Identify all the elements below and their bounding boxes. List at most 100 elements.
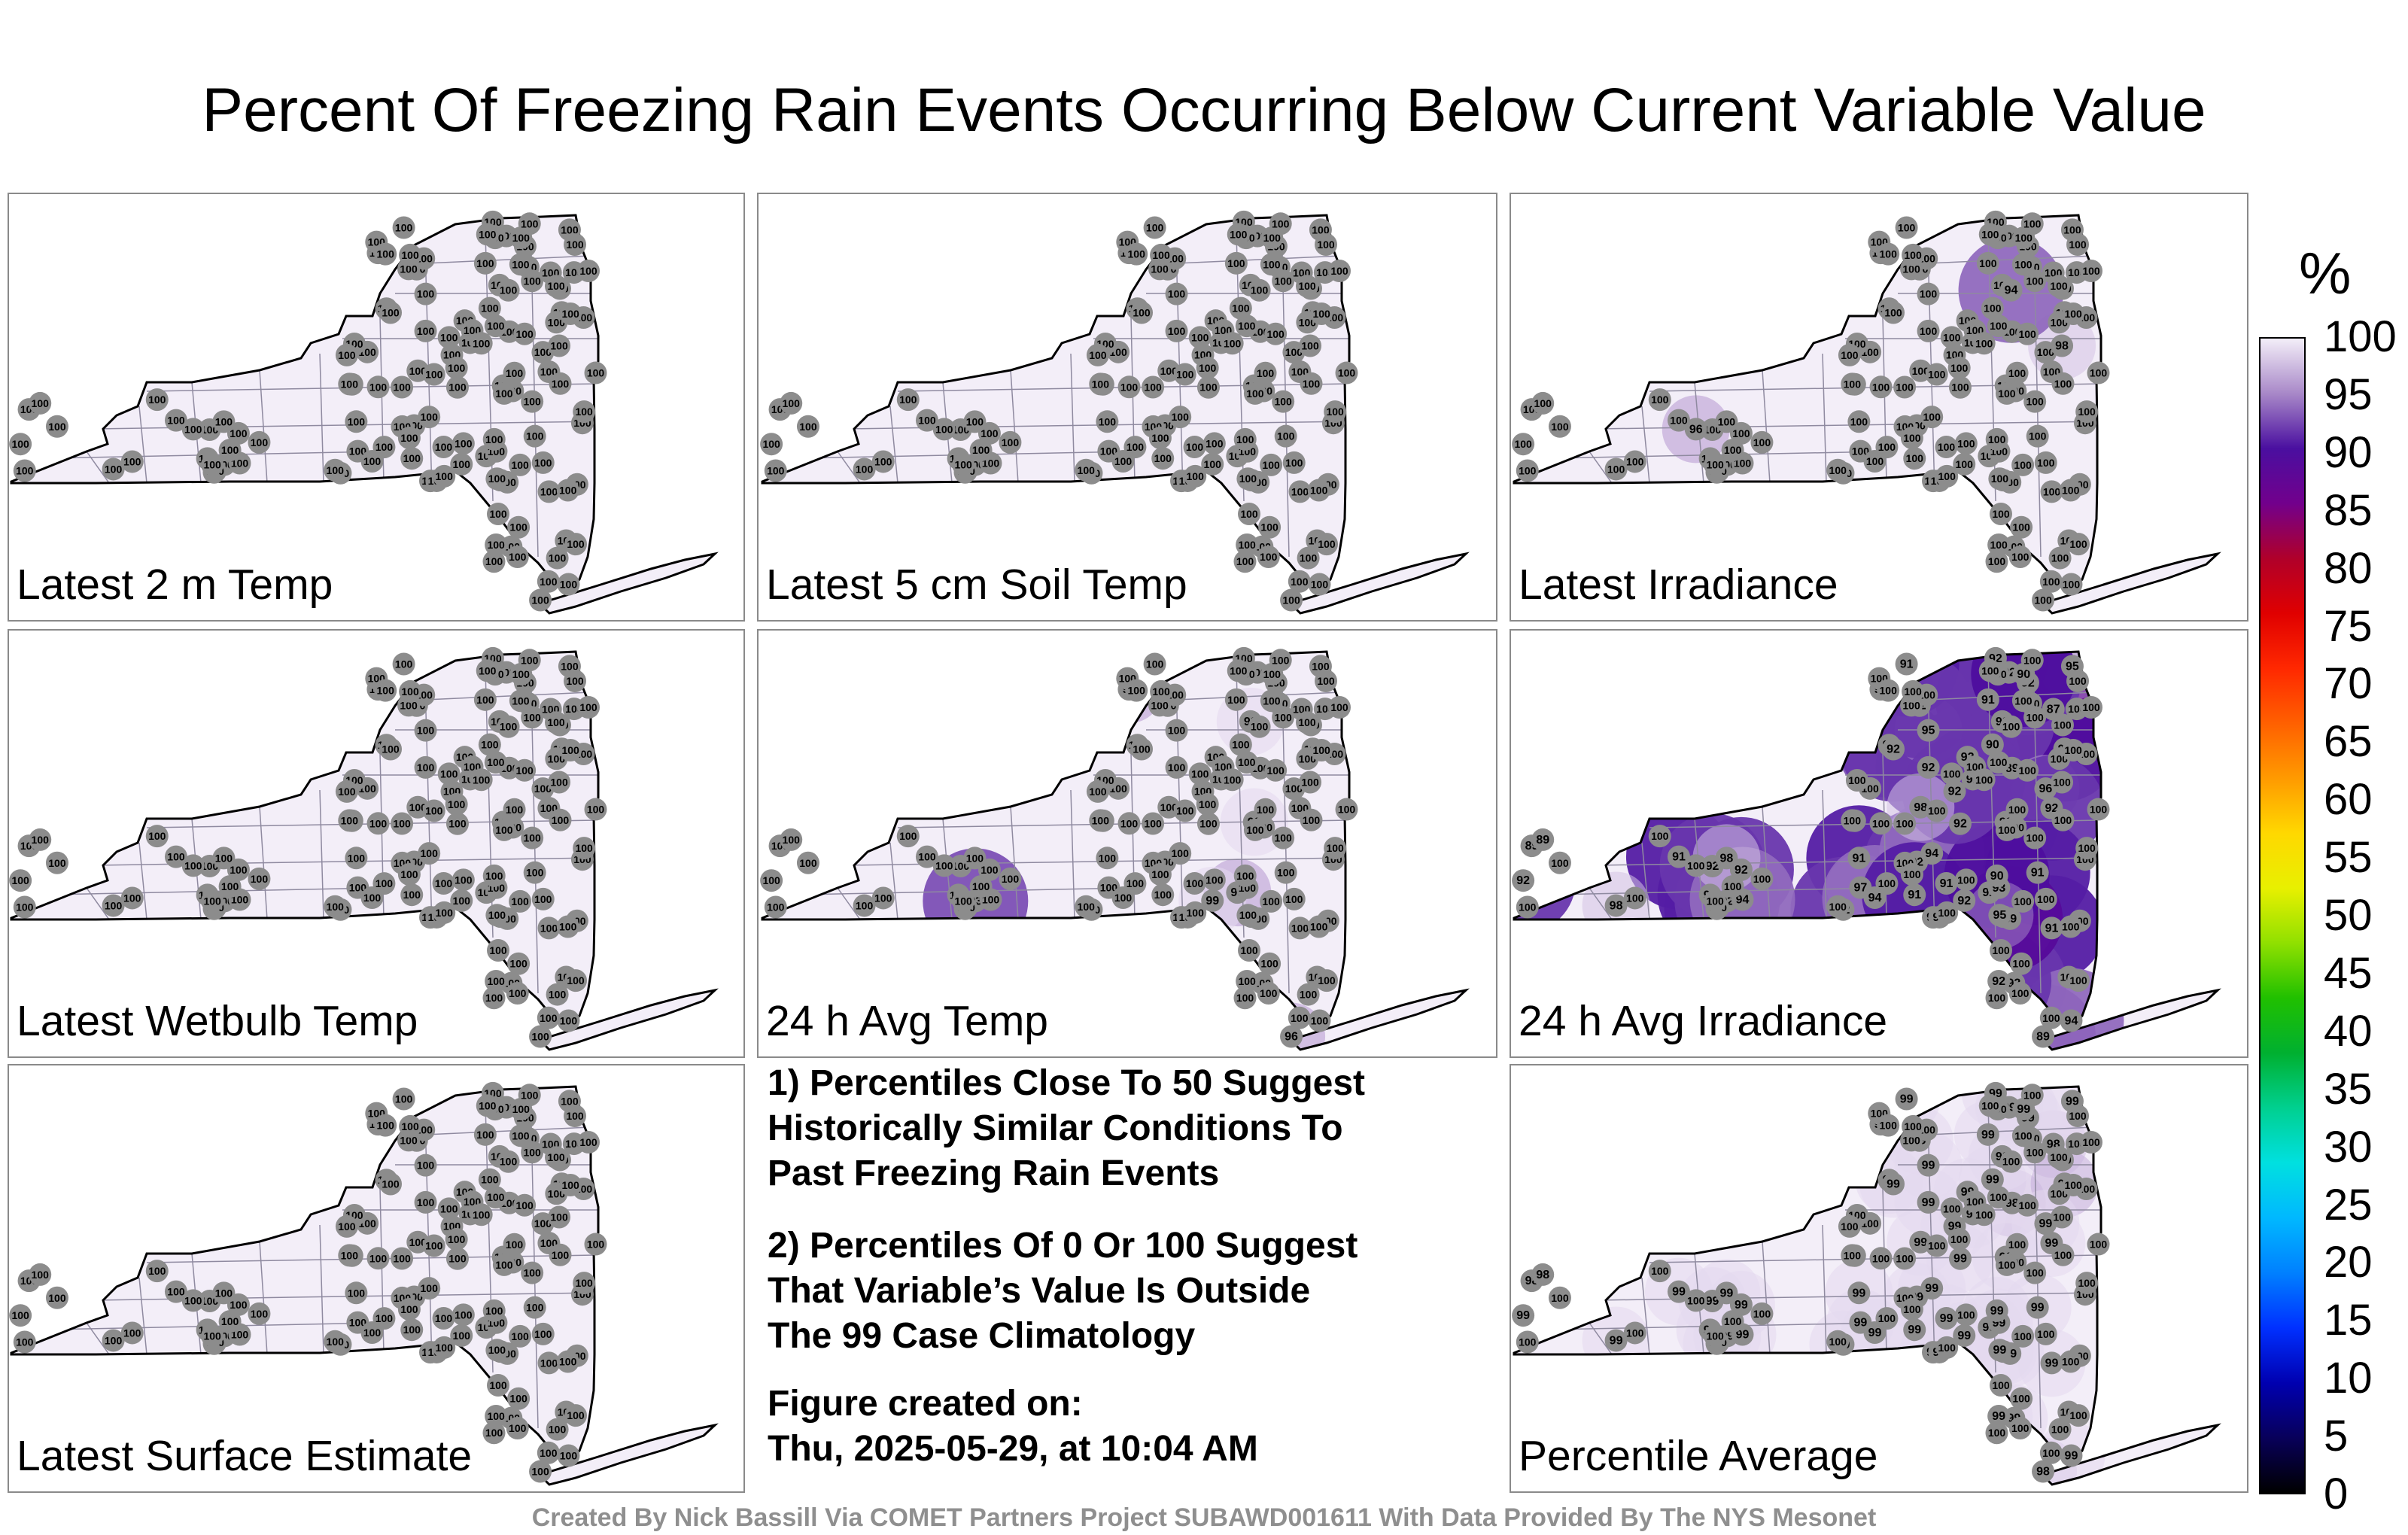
station-value: 100 [1262, 895, 1280, 907]
station-dot [1188, 762, 1212, 786]
station-dot [548, 334, 571, 357]
station-dot [487, 1374, 510, 1397]
station-dot [391, 375, 414, 399]
station-dot [1902, 243, 1925, 266]
station-marker: 100 [573, 1272, 596, 1295]
station-value: 100 [375, 441, 394, 453]
station-marker: 100 [1925, 799, 1948, 822]
station-value: 100 [479, 1099, 497, 1111]
station-marker: 100 [164, 1280, 187, 1303]
station-value: 100 [409, 365, 427, 377]
station-marker: 100 [1089, 809, 1112, 832]
station-dot [564, 1404, 588, 1427]
long-island-shape [1291, 554, 1466, 613]
station-dot [445, 1247, 469, 1270]
station-value: 100 [1240, 944, 1258, 956]
station-value: 100 [1718, 415, 1736, 427]
station-dot [2047, 275, 2070, 298]
county-line [424, 255, 591, 264]
station-value: 100 [1187, 470, 1205, 482]
station-marker: 100 [2051, 713, 2074, 737]
station-value: 100 [1988, 992, 2006, 1004]
station-dot [1075, 895, 1098, 918]
station-value: 100 [506, 804, 524, 816]
station-marker: 100 [1143, 216, 1166, 239]
station-marker: 100 [1512, 433, 1535, 456]
station-dot [557, 573, 580, 596]
station-dot [1328, 260, 1351, 283]
station-marker: 100 [2020, 649, 2044, 672]
station-marker: 100 [1648, 1260, 1671, 1283]
station-value: 100 [425, 368, 443, 380]
station-dot [445, 356, 468, 379]
station-dot [764, 895, 787, 919]
station-value: 100 [338, 349, 356, 361]
station-dot [507, 1387, 531, 1410]
station-marker: 100 [529, 1025, 552, 1048]
station-dot [513, 1193, 537, 1217]
station-marker: 100 [2067, 533, 2090, 556]
station-value: 100 [966, 852, 984, 864]
station-value: 100 [2054, 378, 2072, 390]
station-marker: 99 [1953, 1324, 1976, 1347]
station-dot [414, 1154, 437, 1177]
station-value: 100 [515, 1199, 534, 1211]
station-value: 100 [1920, 288, 1938, 300]
station-dot [2023, 390, 2047, 413]
station-marker: 100 [345, 1281, 368, 1305]
station-value: 100 [487, 975, 505, 987]
county-line [424, 1126, 591, 1135]
station-dot [506, 1416, 529, 1439]
station-marker: 100 [345, 847, 368, 870]
station-marker: 92 [1948, 812, 1972, 835]
station-marker: 100 [1947, 356, 1971, 379]
station-value: 100 [1943, 331, 1961, 343]
station-value: 100 [1670, 415, 1688, 427]
station-value: 100 [341, 814, 359, 826]
station-marker: 100 [1272, 706, 1295, 729]
station-value: 100 [421, 1282, 439, 1294]
station-dot [1917, 719, 1940, 742]
station-dot [1976, 1123, 1999, 1146]
county-line [1070, 353, 1075, 484]
station-marker: 100 [932, 418, 956, 441]
station-marker: 100 [497, 715, 520, 738]
station-value: 100 [1904, 249, 1922, 261]
station-marker: 100 [422, 363, 445, 386]
station-dot [400, 1318, 424, 1342]
station-dot [1893, 812, 1917, 835]
station-marker: 100 [473, 251, 497, 275]
county-line [889, 406, 898, 484]
station-marker: 100 [2005, 798, 2029, 821]
station-dot [1272, 706, 1295, 729]
station-dot [1935, 436, 1958, 459]
station-value: 100 [547, 1151, 565, 1163]
station-dot [952, 889, 975, 913]
station-marker: 100 [450, 889, 473, 912]
station-marker: 100 [1235, 751, 1258, 774]
station-marker: 100 [518, 649, 541, 672]
station-value: 100 [382, 1178, 400, 1190]
station-dot [1953, 889, 1976, 912]
station-value: 100 [511, 895, 529, 907]
station-marker: 100 [1300, 372, 1323, 395]
station-dot [2048, 1418, 2072, 1441]
station-value: 100 [2026, 711, 2044, 723]
station-marker: 90 [1985, 864, 2008, 887]
station-value: 100 [500, 284, 518, 296]
station-dot [1531, 391, 1555, 415]
station-dot [2016, 1193, 2039, 1217]
station-value: 100 [448, 381, 467, 394]
station-marker: 100 [2011, 453, 2035, 476]
station-value: 100 [1607, 463, 1625, 475]
station-marker: 100 [531, 451, 555, 474]
station-dot [1315, 533, 1339, 556]
station-dot [484, 1186, 507, 1209]
station-dot [335, 780, 358, 803]
station-marker: 100 [1684, 854, 1707, 877]
station-dot [418, 1277, 441, 1300]
station-dot [1260, 453, 1283, 476]
station-value: 100 [767, 901, 785, 913]
station-dot [2039, 570, 2063, 593]
station-value: 100 [1312, 660, 1330, 672]
